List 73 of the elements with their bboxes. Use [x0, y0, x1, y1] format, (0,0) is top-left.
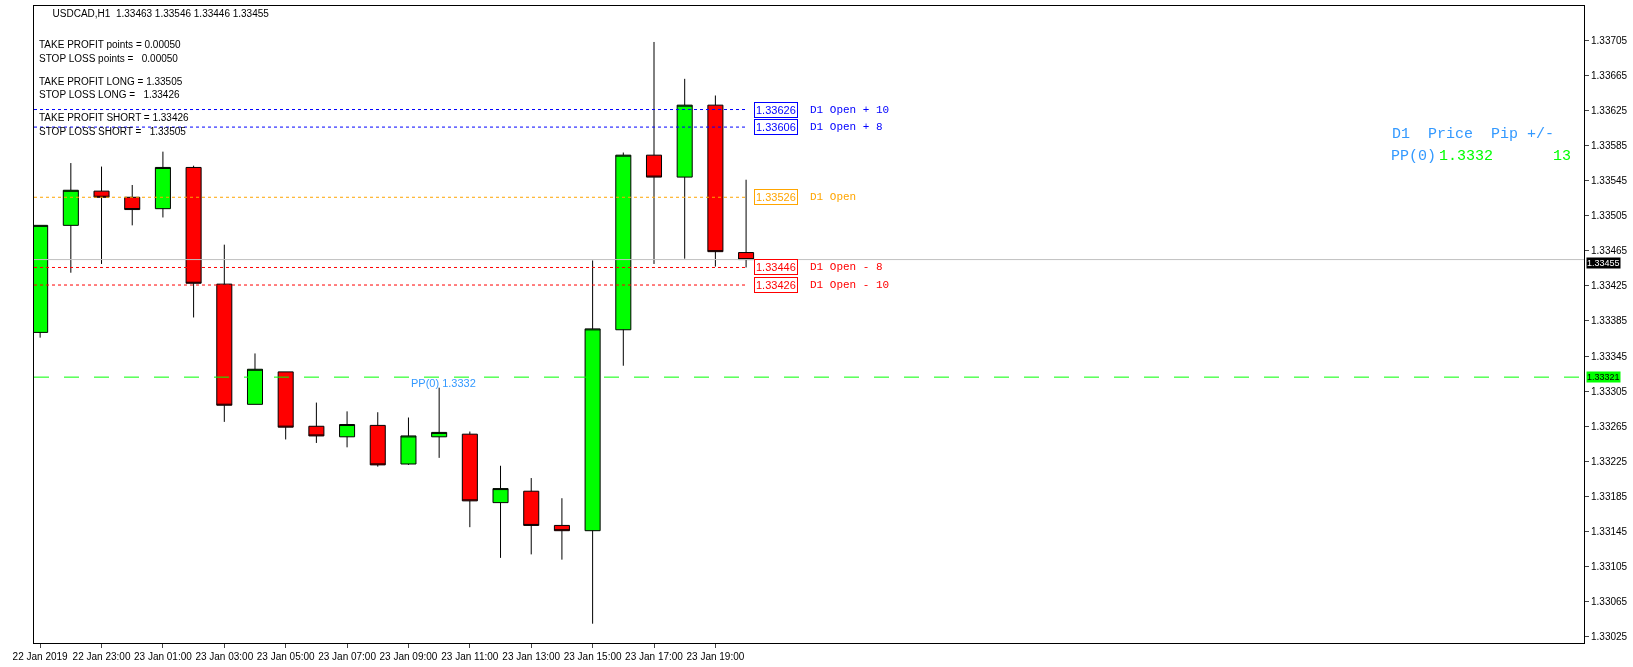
- annotation: D1 Price Pip +/-: [1392, 126, 1555, 143]
- annotation: STOP LOSS SHORT = 1.33505: [39, 126, 187, 137]
- ref-line-label: 1.33321: [1587, 372, 1620, 382]
- y-tick-label: 1.33225: [1591, 455, 1628, 467]
- ref-line-label: D1 Open + 10: [810, 104, 890, 116]
- ref-line-label: D1 Open + 8: [810, 121, 883, 133]
- candlestick: [308, 402, 325, 444]
- annotation: STOP LOSS LONG = 1.33426: [39, 89, 180, 100]
- annotation: 1.33626: [756, 104, 796, 116]
- annotation: 13: [1553, 148, 1572, 165]
- y-tick-label: 1.33065: [1591, 596, 1628, 608]
- x-tick-label: 23 Jan 07:00: [318, 651, 377, 662]
- annotation: TAKE PROFIT SHORT = 1.33426: [39, 112, 190, 123]
- candlestick: [553, 497, 570, 561]
- y-tick-label: 1.33625: [1591, 104, 1628, 116]
- candlestick: [62, 162, 79, 274]
- x-tick-label: 23 Jan 15:00: [563, 651, 622, 662]
- candlestick: [492, 465, 509, 559]
- y-tick-label: 1.33545: [1591, 175, 1628, 187]
- y-tick-label: 1.33345: [1591, 350, 1628, 362]
- candlestick: [400, 417, 417, 466]
- x-tick-label: 23 Jan 01:00: [134, 651, 193, 662]
- annotation: STOP LOSS points = 0.00050: [39, 53, 179, 64]
- y-tick-label: 1.33585: [1591, 140, 1628, 152]
- x-tick-label: 23 Jan 19:00: [686, 651, 745, 662]
- annotation: 1.33426: [756, 279, 796, 291]
- candlestick: [154, 151, 171, 218]
- x-tick-label: 23 Jan 13:00: [502, 651, 561, 662]
- candlestick: [124, 184, 141, 226]
- ref-line-label: D1 Open - 8: [810, 261, 883, 273]
- ref-line-label: D1 Open - 10: [810, 279, 890, 291]
- candlestick: [277, 371, 294, 440]
- x-tick-label: 23 Jan 11:00: [441, 651, 499, 662]
- y-tick-label: 1.33705: [1591, 34, 1628, 46]
- y-tick-label: 1.33145: [1591, 526, 1628, 538]
- chart-title: USDCAD,H1 1.33463 1.33546 1.33446 1.33455: [52, 8, 270, 20]
- annotation: PP(0): [1391, 148, 1437, 165]
- y-tick-label: 1.33505: [1591, 210, 1628, 222]
- candlestick: [523, 477, 540, 555]
- annotation: 1.33606: [756, 121, 796, 133]
- candlestick: [707, 95, 724, 268]
- x-tick-label: 22 Jan 2019: [12, 651, 69, 662]
- y-tick-label: 1.33425: [1591, 280, 1628, 292]
- y-tick-label: 1.33305: [1591, 385, 1628, 397]
- annotation: 1.33526: [756, 191, 796, 203]
- candlestick: [93, 166, 110, 265]
- y-tick-label: 1.33665: [1591, 69, 1628, 81]
- y-tick-label: 1.33265: [1591, 420, 1628, 432]
- x-tick-label: 23 Jan 03:00: [195, 651, 254, 662]
- candlestick: [615, 152, 632, 367]
- annotation: 1.33446: [756, 261, 796, 273]
- ref-line-label: D1 Open: [810, 191, 857, 203]
- candlestick: [461, 431, 478, 528]
- x-tick-label: 23 Jan 09:00: [379, 651, 438, 662]
- candlestick: [645, 41, 663, 265]
- candlestick: [339, 410, 356, 448]
- y-tick-label: 1.33105: [1591, 561, 1628, 573]
- candlestick: [369, 411, 386, 468]
- y-tick-label: 1.33025: [1591, 631, 1628, 643]
- x-tick-label: 23 Jan 17:00: [625, 651, 684, 662]
- annotation: PP(0) 1.3332: [411, 377, 476, 389]
- candlestick: [676, 78, 693, 260]
- ref-line-label: 1.33455: [1587, 258, 1620, 268]
- annotation: TAKE PROFIT points = 0.00050: [39, 39, 182, 50]
- candlestick: [738, 179, 755, 268]
- y-tick-label: 1.33185: [1591, 490, 1628, 502]
- y-tick-label: 1.33385: [1591, 315, 1628, 327]
- candlestick: [431, 387, 448, 459]
- annotation: 1.3332: [1439, 148, 1494, 165]
- x-tick-label: 22 Jan 23:00: [72, 651, 131, 662]
- annotation: TAKE PROFIT LONG = 1.33505: [39, 76, 183, 87]
- x-tick-label: 23 Jan 05:00: [256, 651, 316, 662]
- y-tick-label: 1.33465: [1591, 245, 1628, 257]
